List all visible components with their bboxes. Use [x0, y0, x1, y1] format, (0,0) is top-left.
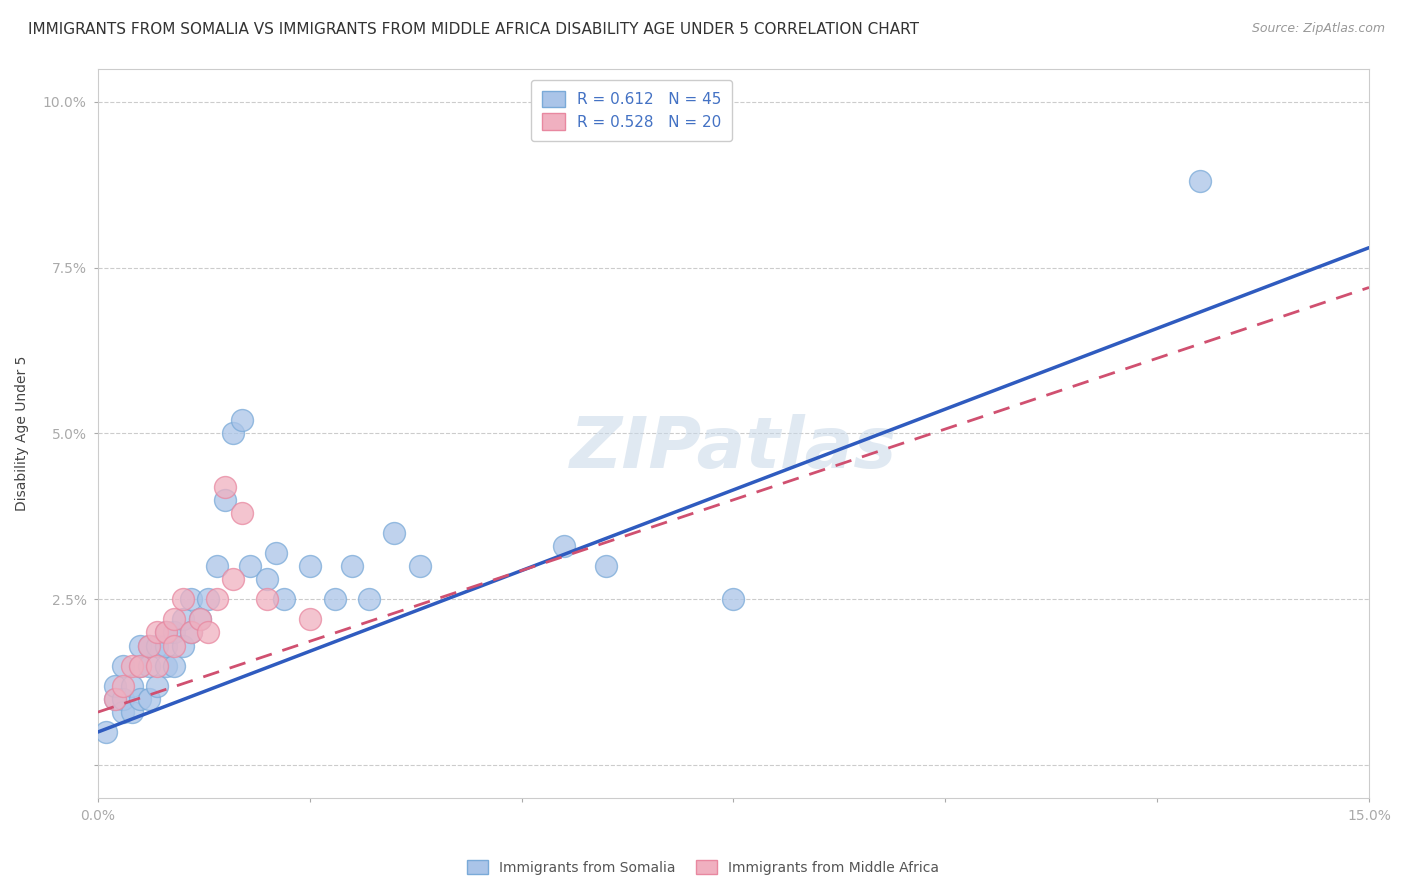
Point — [723, 592, 745, 607]
Point — [172, 612, 194, 626]
Point — [188, 612, 211, 626]
Point — [222, 573, 245, 587]
Point — [121, 705, 143, 719]
Point — [155, 658, 177, 673]
Point — [121, 658, 143, 673]
Point — [163, 639, 186, 653]
Point — [205, 592, 228, 607]
Point — [197, 592, 219, 607]
Point — [595, 559, 617, 574]
Point — [172, 639, 194, 653]
Point — [239, 559, 262, 574]
Y-axis label: Disability Age Under 5: Disability Age Under 5 — [15, 356, 30, 511]
Point — [163, 658, 186, 673]
Legend: R = 0.612   N = 45, R = 0.528   N = 20: R = 0.612 N = 45, R = 0.528 N = 20 — [531, 79, 733, 141]
Point — [146, 679, 169, 693]
Point — [138, 658, 160, 673]
Text: ZIPatlas: ZIPatlas — [569, 414, 897, 483]
Point — [163, 612, 186, 626]
Point — [180, 625, 202, 640]
Point — [146, 625, 169, 640]
Point — [138, 639, 160, 653]
Point — [129, 658, 152, 673]
Point — [112, 658, 135, 673]
Point — [146, 639, 169, 653]
Point — [214, 479, 236, 493]
Point — [155, 639, 177, 653]
Point — [357, 592, 380, 607]
Point — [104, 691, 127, 706]
Point — [129, 639, 152, 653]
Point — [409, 559, 432, 574]
Point — [222, 426, 245, 441]
Point — [138, 691, 160, 706]
Text: Source: ZipAtlas.com: Source: ZipAtlas.com — [1251, 22, 1385, 36]
Point — [129, 691, 152, 706]
Point — [155, 625, 177, 640]
Point — [231, 506, 253, 520]
Point — [180, 625, 202, 640]
Point — [231, 413, 253, 427]
Point — [384, 525, 406, 540]
Point — [323, 592, 346, 607]
Point — [121, 679, 143, 693]
Legend: Immigrants from Somalia, Immigrants from Middle Africa: Immigrants from Somalia, Immigrants from… — [461, 855, 945, 880]
Point — [553, 539, 575, 553]
Point — [205, 559, 228, 574]
Point — [146, 658, 169, 673]
Point — [264, 546, 287, 560]
Point — [188, 612, 211, 626]
Point — [256, 573, 278, 587]
Point — [172, 592, 194, 607]
Point — [214, 492, 236, 507]
Text: IMMIGRANTS FROM SOMALIA VS IMMIGRANTS FROM MIDDLE AFRICA DISABILITY AGE UNDER 5 : IMMIGRANTS FROM SOMALIA VS IMMIGRANTS FR… — [28, 22, 920, 37]
Point — [112, 705, 135, 719]
Point — [197, 625, 219, 640]
Point — [256, 592, 278, 607]
Point — [129, 658, 152, 673]
Point — [155, 625, 177, 640]
Point — [1188, 174, 1211, 188]
Point — [138, 639, 160, 653]
Point — [163, 625, 186, 640]
Point — [340, 559, 363, 574]
Point — [96, 725, 118, 739]
Point — [298, 559, 321, 574]
Point — [104, 679, 127, 693]
Point — [104, 691, 127, 706]
Point — [273, 592, 295, 607]
Point — [112, 679, 135, 693]
Point — [298, 612, 321, 626]
Point — [112, 691, 135, 706]
Point — [180, 592, 202, 607]
